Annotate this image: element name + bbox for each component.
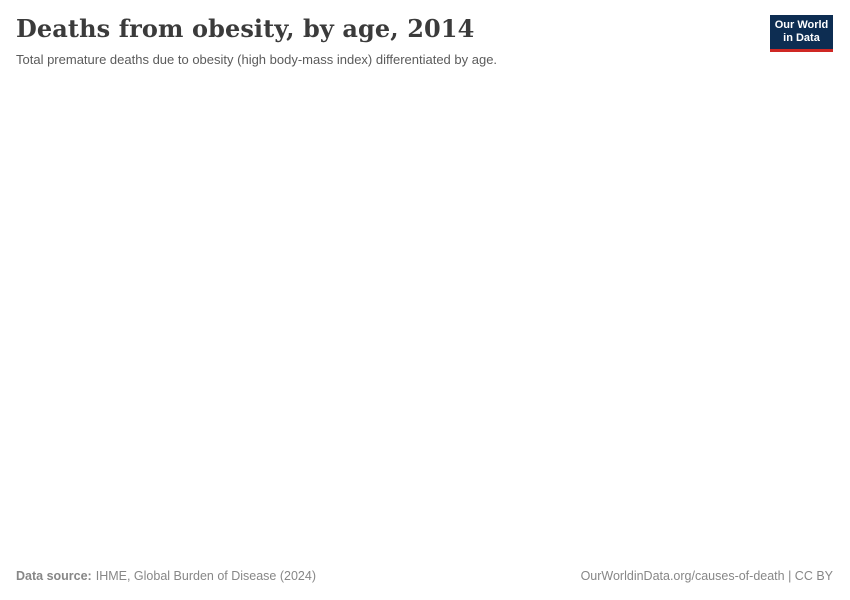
chart-subtitle: Total premature deaths due to obesity (h…	[16, 51, 498, 67]
page-title: Deaths from obesity, by age, 2014	[16, 14, 475, 43]
data-source-label: Data source:	[16, 569, 92, 583]
chart-header-text: Deaths from obesity, by age, 2014 Total …	[16, 15, 833, 68]
data-source: Data source: IHME, Global Burden of Disea…	[16, 569, 316, 583]
origin-url-link[interactable]: OurWorldinData.org/causes-of-death | CC …	[580, 569, 833, 583]
data-source-link[interactable]: IHME, Global Burden of Disease (2024)	[95, 569, 316, 583]
owid-logo[interactable]: Our World in Data	[770, 15, 833, 52]
owid-logo-line2: in Data	[783, 32, 820, 44]
owid-logo-line1: Our World	[774, 18, 829, 31]
chart-header: Deaths from obesity, by age, 2014 Total …	[0, 0, 850, 68]
chart-plot-area	[0, 68, 850, 569]
chart-footer: Data source: IHME, Global Burden of Disea…	[0, 569, 850, 600]
